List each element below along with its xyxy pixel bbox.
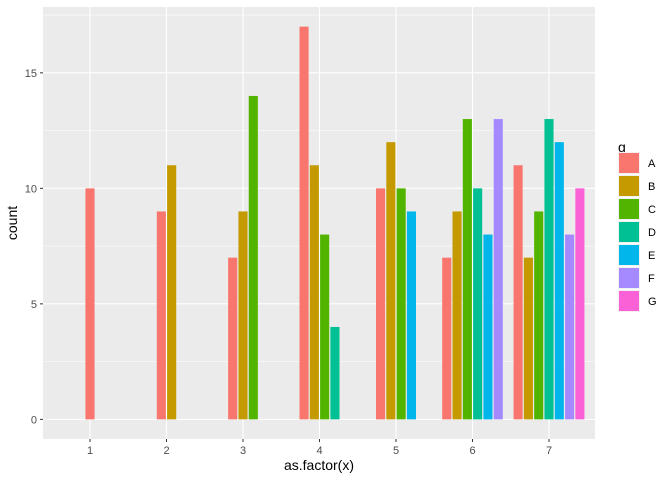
legend-swatch-C	[619, 199, 639, 219]
legend-swatch-A	[619, 153, 639, 173]
x-axis: 1 2 3 4 5 6 7	[87, 439, 552, 457]
legend-swatch-D	[619, 222, 639, 242]
bar-B-6	[452, 211, 462, 420]
bar-A-4	[299, 26, 309, 420]
y-axis-title: count	[4, 206, 20, 240]
bar-C-4	[320, 234, 330, 420]
legend-label-C: C	[648, 204, 656, 216]
bar-B-2	[167, 165, 177, 420]
bar-E-6	[483, 234, 493, 420]
bar-D-6	[473, 188, 483, 420]
bar-G-7	[575, 188, 585, 420]
bar-A-7	[513, 165, 523, 420]
bar-F-7	[565, 234, 575, 420]
x-tick-label: 1	[87, 445, 93, 457]
y-tick-label: 10	[25, 183, 37, 195]
bar-D-4	[330, 326, 340, 420]
bar-D-7	[544, 119, 554, 420]
bar-A-6	[442, 257, 452, 420]
y-tick-label: 0	[31, 414, 37, 426]
bar-B-5	[386, 142, 396, 420]
bar-B-7	[523, 257, 533, 420]
bar-A-5	[376, 188, 386, 420]
legend-label-A: A	[648, 158, 656, 170]
y-tick-label: 5	[31, 299, 37, 311]
bar-A-2	[156, 211, 166, 420]
legend-title: g	[618, 139, 626, 155]
legend-swatch-F	[619, 268, 639, 288]
x-tick-label: 6	[469, 445, 475, 457]
legend-label-B: B	[648, 181, 655, 193]
x-tick-label: 5	[393, 445, 399, 457]
legend-label-E: E	[648, 250, 655, 262]
bar-E-7	[554, 142, 564, 420]
legend-label-D: D	[648, 227, 656, 239]
bar-C-6	[462, 119, 472, 420]
bar-C-5	[396, 188, 406, 420]
bars	[85, 26, 585, 420]
bar-E-5	[406, 211, 416, 420]
bar-B-3	[238, 211, 248, 420]
bar-F-6	[493, 119, 503, 420]
x-tick-label: 3	[240, 445, 246, 457]
bar-C-7	[534, 211, 544, 420]
legend-swatch-G	[619, 291, 639, 311]
bar-A-1	[85, 188, 95, 420]
y-axis: 0 5 10 15	[25, 68, 43, 426]
x-tick-label: 7	[546, 445, 552, 457]
x-axis-title: as.factor(x)	[284, 457, 354, 473]
x-tick-label: 4	[316, 445, 322, 457]
bar-C-3	[248, 95, 258, 420]
legend-label-G: G	[648, 296, 657, 308]
legend-swatch-E	[619, 245, 639, 265]
x-tick-label: 2	[163, 445, 169, 457]
legend-swatch-B	[619, 176, 639, 196]
legend-label-F: F	[648, 273, 655, 285]
bar-B-4	[309, 165, 319, 420]
y-tick-label: 15	[25, 68, 37, 80]
bar-A-3	[228, 257, 238, 420]
